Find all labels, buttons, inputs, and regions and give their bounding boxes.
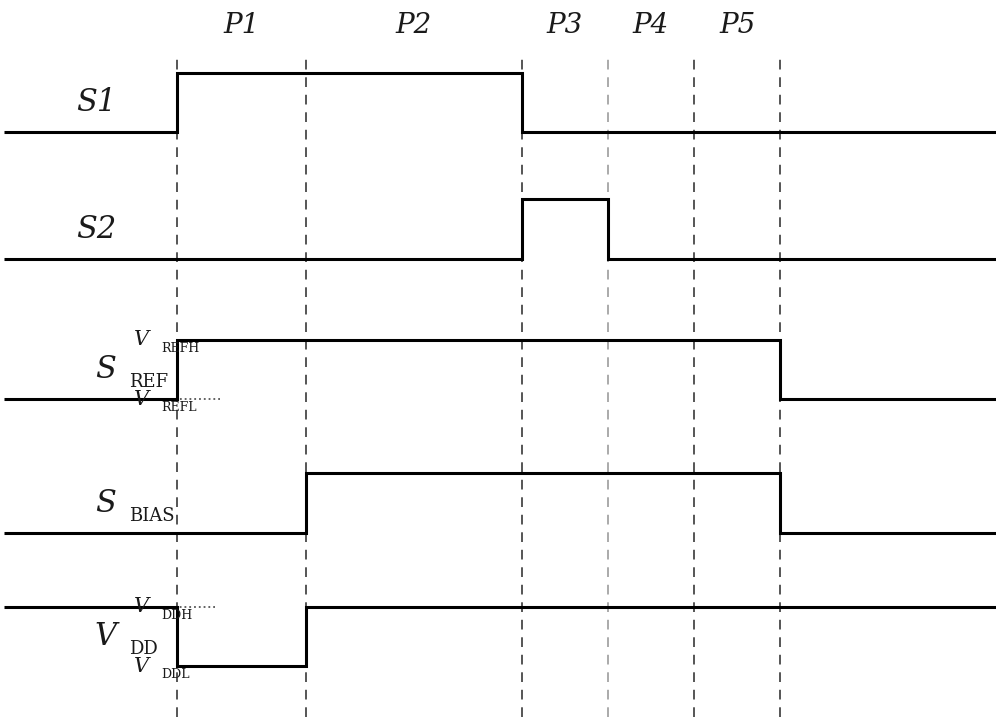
Text: DDH: DDH: [161, 608, 192, 621]
Text: BIAS: BIAS: [129, 507, 175, 525]
Text: V: V: [134, 657, 149, 676]
Text: P3: P3: [547, 12, 583, 38]
Text: V: V: [94, 621, 116, 652]
Text: V: V: [134, 597, 149, 616]
Text: REFH: REFH: [161, 341, 199, 355]
Text: S2: S2: [76, 213, 116, 244]
Text: P4: P4: [633, 12, 669, 38]
Text: DD: DD: [129, 640, 158, 658]
Text: S1: S1: [76, 87, 116, 118]
Text: V: V: [134, 330, 149, 349]
Text: S: S: [95, 354, 116, 385]
Text: DDL: DDL: [161, 668, 190, 682]
Text: V: V: [134, 390, 149, 409]
Text: P1: P1: [223, 12, 259, 38]
Text: REFL: REFL: [161, 402, 197, 414]
Text: P5: P5: [719, 12, 755, 38]
Text: REF: REF: [129, 373, 168, 392]
Text: P2: P2: [396, 12, 432, 38]
Text: S: S: [95, 487, 116, 518]
